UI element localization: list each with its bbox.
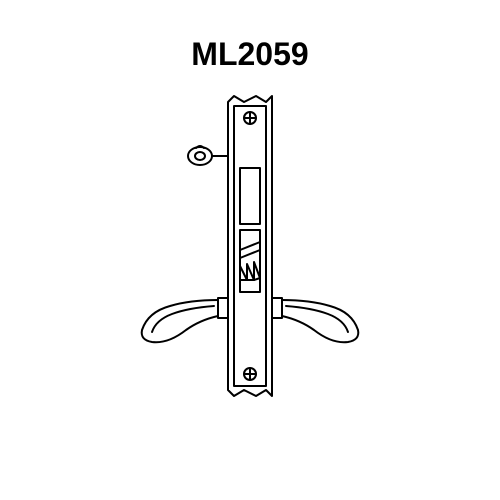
- lock-diagram: [0, 0, 500, 500]
- screw-top: [244, 112, 256, 124]
- lever-left: [142, 298, 228, 342]
- thumbturn: [188, 146, 228, 165]
- diagram-canvas: ML2059: [0, 0, 500, 500]
- model-number-title: ML2059: [0, 36, 500, 73]
- screw-bottom: [244, 368, 256, 380]
- latch-slot: [240, 230, 260, 292]
- lever-right: [272, 298, 358, 342]
- latch-teeth: [240, 242, 260, 280]
- deadbolt-slot: [240, 168, 260, 224]
